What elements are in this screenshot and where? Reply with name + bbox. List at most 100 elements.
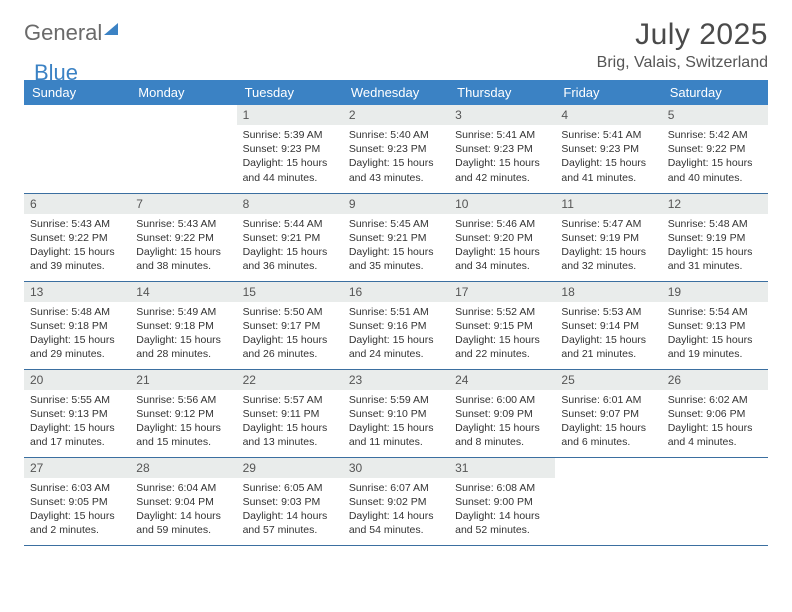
calendar-day-cell: 27Sunrise: 6:03 AMSunset: 9:05 PMDayligh… — [24, 457, 130, 545]
day-number: 14 — [130, 282, 236, 302]
calendar-day-cell: 30Sunrise: 6:07 AMSunset: 9:02 PMDayligh… — [343, 457, 449, 545]
calendar-day-cell: 7Sunrise: 5:43 AMSunset: 9:22 PMDaylight… — [130, 193, 236, 281]
day-number: 9 — [343, 194, 449, 214]
day-number: 1 — [237, 105, 343, 125]
day-number: 3 — [449, 105, 555, 125]
day-number: 11 — [555, 194, 661, 214]
calendar-day-cell: 6Sunrise: 5:43 AMSunset: 9:22 PMDaylight… — [24, 193, 130, 281]
day-number: 20 — [24, 370, 130, 390]
day-details: Sunrise: 5:43 AMSunset: 9:22 PMDaylight:… — [24, 214, 130, 279]
calendar-empty-cell — [662, 457, 768, 545]
calendar-week-row: 27Sunrise: 6:03 AMSunset: 9:05 PMDayligh… — [24, 457, 768, 545]
calendar-week-row: 20Sunrise: 5:55 AMSunset: 9:13 PMDayligh… — [24, 369, 768, 457]
calendar-day-cell: 1Sunrise: 5:39 AMSunset: 9:23 PMDaylight… — [237, 105, 343, 193]
day-number: 24 — [449, 370, 555, 390]
day-details: Sunrise: 5:39 AMSunset: 9:23 PMDaylight:… — [237, 125, 343, 190]
calendar-week-row: 1Sunrise: 5:39 AMSunset: 9:23 PMDaylight… — [24, 105, 768, 193]
page-title: July 2025 — [597, 18, 768, 52]
day-number: 13 — [24, 282, 130, 302]
calendar-day-cell: 25Sunrise: 6:01 AMSunset: 9:07 PMDayligh… — [555, 369, 661, 457]
logo-sail-icon — [104, 23, 118, 35]
day-details: Sunrise: 5:51 AMSunset: 9:16 PMDaylight:… — [343, 302, 449, 367]
day-number: 15 — [237, 282, 343, 302]
day-number: 21 — [130, 370, 236, 390]
calendar-day-cell: 20Sunrise: 5:55 AMSunset: 9:13 PMDayligh… — [24, 369, 130, 457]
calendar-day-cell: 13Sunrise: 5:48 AMSunset: 9:18 PMDayligh… — [24, 281, 130, 369]
calendar-day-cell: 26Sunrise: 6:02 AMSunset: 9:06 PMDayligh… — [662, 369, 768, 457]
day-details: Sunrise: 5:45 AMSunset: 9:21 PMDaylight:… — [343, 214, 449, 279]
day-details: Sunrise: 5:47 AMSunset: 9:19 PMDaylight:… — [555, 214, 661, 279]
day-details: Sunrise: 6:05 AMSunset: 9:03 PMDaylight:… — [237, 478, 343, 543]
logo-text-1: General — [24, 20, 102, 46]
logo-text-2: Blue — [34, 60, 78, 86]
calendar-day-cell: 23Sunrise: 5:59 AMSunset: 9:10 PMDayligh… — [343, 369, 449, 457]
day-details: Sunrise: 5:48 AMSunset: 9:18 PMDaylight:… — [24, 302, 130, 367]
day-number: 27 — [24, 458, 130, 478]
calendar-day-cell: 2Sunrise: 5:40 AMSunset: 9:23 PMDaylight… — [343, 105, 449, 193]
day-number: 4 — [555, 105, 661, 125]
day-details: Sunrise: 5:54 AMSunset: 9:13 PMDaylight:… — [662, 302, 768, 367]
day-details: Sunrise: 5:52 AMSunset: 9:15 PMDaylight:… — [449, 302, 555, 367]
day-details: Sunrise: 6:08 AMSunset: 9:00 PMDaylight:… — [449, 478, 555, 543]
calendar-empty-cell — [24, 105, 130, 193]
calendar-day-cell: 19Sunrise: 5:54 AMSunset: 9:13 PMDayligh… — [662, 281, 768, 369]
day-details: Sunrise: 6:03 AMSunset: 9:05 PMDaylight:… — [24, 478, 130, 543]
calendar-day-cell: 16Sunrise: 5:51 AMSunset: 9:16 PMDayligh… — [343, 281, 449, 369]
calendar-day-cell: 24Sunrise: 6:00 AMSunset: 9:09 PMDayligh… — [449, 369, 555, 457]
day-details: Sunrise: 5:44 AMSunset: 9:21 PMDaylight:… — [237, 214, 343, 279]
day-number: 28 — [130, 458, 236, 478]
day-number: 8 — [237, 194, 343, 214]
day-details: Sunrise: 5:59 AMSunset: 9:10 PMDaylight:… — [343, 390, 449, 455]
day-number: 7 — [130, 194, 236, 214]
day-number: 23 — [343, 370, 449, 390]
calendar-day-cell: 17Sunrise: 5:52 AMSunset: 9:15 PMDayligh… — [449, 281, 555, 369]
day-details: Sunrise: 6:01 AMSunset: 9:07 PMDaylight:… — [555, 390, 661, 455]
day-details: Sunrise: 5:41 AMSunset: 9:23 PMDaylight:… — [555, 125, 661, 190]
day-number: 10 — [449, 194, 555, 214]
calendar-day-cell: 9Sunrise: 5:45 AMSunset: 9:21 PMDaylight… — [343, 193, 449, 281]
day-details: Sunrise: 5:53 AMSunset: 9:14 PMDaylight:… — [555, 302, 661, 367]
day-details: Sunrise: 5:57 AMSunset: 9:11 PMDaylight:… — [237, 390, 343, 455]
calendar-day-cell: 31Sunrise: 6:08 AMSunset: 9:00 PMDayligh… — [449, 457, 555, 545]
day-number: 22 — [237, 370, 343, 390]
day-details: Sunrise: 6:02 AMSunset: 9:06 PMDaylight:… — [662, 390, 768, 455]
calendar-table: SundayMondayTuesdayWednesdayThursdayFrid… — [24, 80, 768, 546]
calendar-day-cell: 18Sunrise: 5:53 AMSunset: 9:14 PMDayligh… — [555, 281, 661, 369]
day-details: Sunrise: 5:55 AMSunset: 9:13 PMDaylight:… — [24, 390, 130, 455]
calendar-day-cell: 29Sunrise: 6:05 AMSunset: 9:03 PMDayligh… — [237, 457, 343, 545]
day-number: 30 — [343, 458, 449, 478]
day-number: 31 — [449, 458, 555, 478]
day-details: Sunrise: 6:00 AMSunset: 9:09 PMDaylight:… — [449, 390, 555, 455]
logo: General — [24, 18, 118, 46]
day-number: 19 — [662, 282, 768, 302]
day-details: Sunrise: 6:04 AMSunset: 9:04 PMDaylight:… — [130, 478, 236, 543]
day-details: Sunrise: 5:42 AMSunset: 9:22 PMDaylight:… — [662, 125, 768, 190]
calendar-day-cell: 8Sunrise: 5:44 AMSunset: 9:21 PMDaylight… — [237, 193, 343, 281]
day-details: Sunrise: 5:40 AMSunset: 9:23 PMDaylight:… — [343, 125, 449, 190]
day-number: 5 — [662, 105, 768, 125]
day-details: Sunrise: 5:50 AMSunset: 9:17 PMDaylight:… — [237, 302, 343, 367]
calendar-day-cell: 12Sunrise: 5:48 AMSunset: 9:19 PMDayligh… — [662, 193, 768, 281]
calendar-day-cell: 3Sunrise: 5:41 AMSunset: 9:23 PMDaylight… — [449, 105, 555, 193]
day-details: Sunrise: 5:49 AMSunset: 9:18 PMDaylight:… — [130, 302, 236, 367]
day-details: Sunrise: 5:56 AMSunset: 9:12 PMDaylight:… — [130, 390, 236, 455]
calendar-empty-cell — [130, 105, 236, 193]
calendar-day-cell: 21Sunrise: 5:56 AMSunset: 9:12 PMDayligh… — [130, 369, 236, 457]
day-details: Sunrise: 5:43 AMSunset: 9:22 PMDaylight:… — [130, 214, 236, 279]
calendar-day-cell: 5Sunrise: 5:42 AMSunset: 9:22 PMDaylight… — [662, 105, 768, 193]
calendar-body: 1Sunrise: 5:39 AMSunset: 9:23 PMDaylight… — [24, 105, 768, 545]
calendar-day-cell: 22Sunrise: 5:57 AMSunset: 9:11 PMDayligh… — [237, 369, 343, 457]
day-number: 18 — [555, 282, 661, 302]
calendar-day-cell: 11Sunrise: 5:47 AMSunset: 9:19 PMDayligh… — [555, 193, 661, 281]
day-number: 25 — [555, 370, 661, 390]
calendar-day-cell: 28Sunrise: 6:04 AMSunset: 9:04 PMDayligh… — [130, 457, 236, 545]
calendar-empty-cell — [555, 457, 661, 545]
calendar-week-row: 6Sunrise: 5:43 AMSunset: 9:22 PMDaylight… — [24, 193, 768, 281]
day-number: 2 — [343, 105, 449, 125]
calendar-day-cell: 10Sunrise: 5:46 AMSunset: 9:20 PMDayligh… — [449, 193, 555, 281]
calendar-day-cell: 4Sunrise: 5:41 AMSunset: 9:23 PMDaylight… — [555, 105, 661, 193]
day-details: Sunrise: 5:48 AMSunset: 9:19 PMDaylight:… — [662, 214, 768, 279]
day-details: Sunrise: 6:07 AMSunset: 9:02 PMDaylight:… — [343, 478, 449, 543]
calendar-day-cell: 15Sunrise: 5:50 AMSunset: 9:17 PMDayligh… — [237, 281, 343, 369]
day-number: 16 — [343, 282, 449, 302]
